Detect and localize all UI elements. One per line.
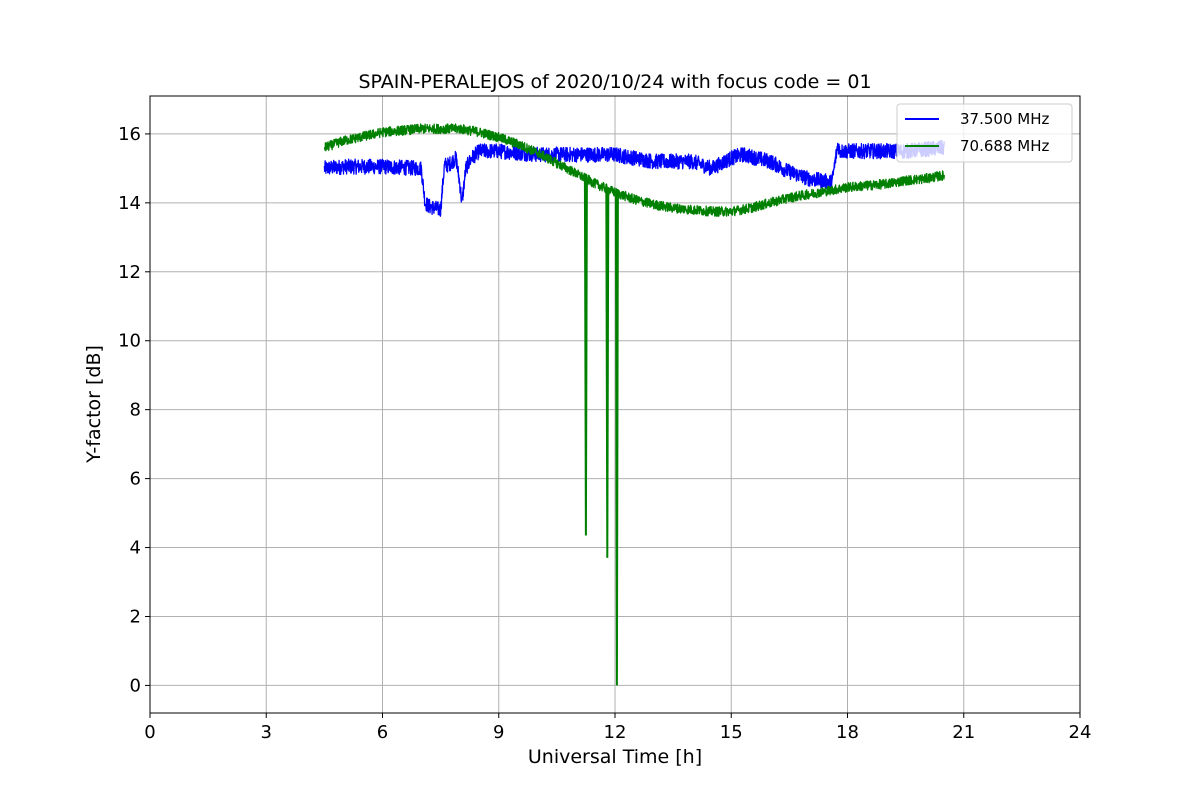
series-line-70688 <box>323 123 946 217</box>
x-tick-label: 9 <box>493 722 504 743</box>
series-spike <box>583 178 588 536</box>
y-tick-label: 2 <box>130 606 141 627</box>
x-tick-label: 6 <box>377 722 388 743</box>
x-tick-label: 18 <box>836 722 859 743</box>
series-line-37500 <box>323 139 946 217</box>
y-tick-label: 6 <box>130 469 141 490</box>
x-tick-label: 0 <box>144 722 155 743</box>
x-tick-label: 12 <box>604 722 627 743</box>
legend-label-37500: 37.500 MHz <box>960 110 1049 128</box>
series-spike <box>614 193 619 686</box>
y-tick-label: 12 <box>118 262 141 283</box>
y-tick-label: 4 <box>130 538 141 559</box>
y-tick-label: 0 <box>130 675 141 696</box>
plot-area <box>323 123 946 686</box>
legend-label-70688: 70.688 MHz <box>960 137 1049 155</box>
y-tick-label: 10 <box>118 331 141 352</box>
y-tick-label: 14 <box>118 193 141 214</box>
y-axis-label: Y-factor [dB] <box>83 345 105 464</box>
chart-title: SPAIN-PERALEJOS of 2020/10/24 with focus… <box>358 71 871 93</box>
legend-box <box>896 103 1073 163</box>
y-tick-label: 16 <box>118 124 141 145</box>
y-axis: 0 2 4 6 8 10 12 14 16 <box>118 124 150 696</box>
x-tick-label: 24 <box>1069 722 1092 743</box>
x-axis: 0 3 6 9 12 15 18 21 24 <box>144 713 1091 743</box>
x-tick-label: 21 <box>952 722 975 743</box>
y-tick-label: 8 <box>130 400 141 421</box>
x-tick-label: 3 <box>261 722 272 743</box>
x-tick-label: 15 <box>720 722 743 743</box>
legend: 37.500 MHz 70.688 MHz <box>896 103 1073 163</box>
x-axis-label: Universal Time [h] <box>528 746 702 768</box>
series-spike <box>605 189 610 558</box>
